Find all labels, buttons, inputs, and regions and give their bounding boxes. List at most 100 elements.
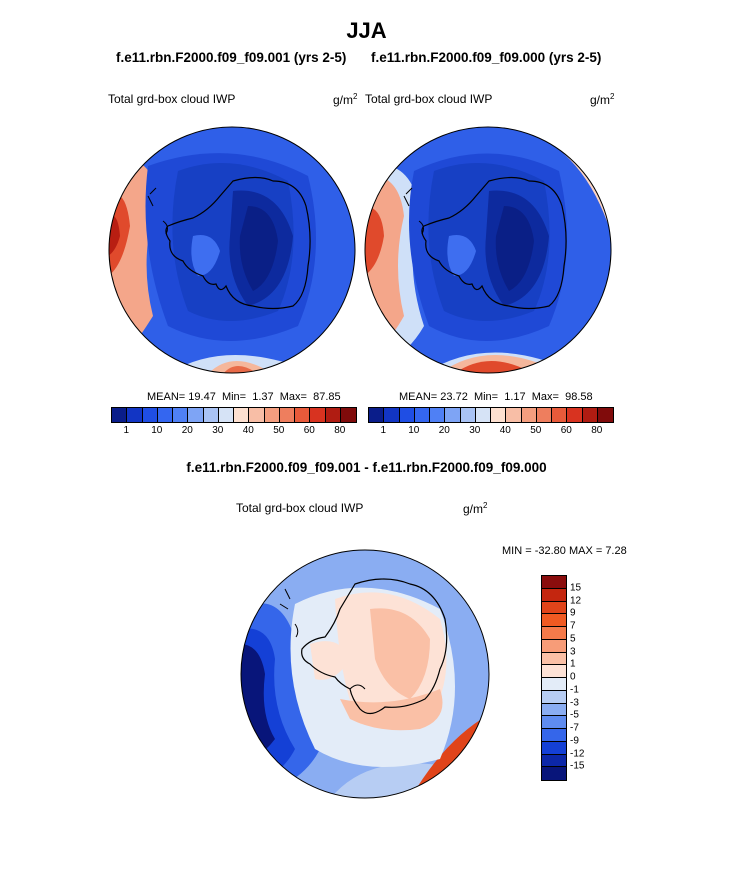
right-case-title: f.e11.rbn.F2000.f09_f09.000 (yrs 2-5) [371, 50, 602, 65]
right-colorbar-cell [536, 408, 552, 422]
left-colorbar-cell [188, 408, 204, 422]
right-colorbar-cell [460, 408, 476, 422]
right-colorbar-tick-label: 80 [591, 425, 603, 436]
diff-colorbar [541, 575, 567, 781]
right-polar-map [364, 126, 612, 374]
diff-colorbar-tick-label: 15 [570, 582, 582, 594]
diff-colorbar-tick-label: -3 [570, 697, 579, 708]
left-colorbar-tick-label: 10 [151, 425, 163, 436]
left-colorbar [111, 407, 357, 423]
diff-colorbar-cell [542, 576, 566, 589]
right-colorbar-cell [414, 408, 430, 422]
diff-colorbar-tick-label: -15 [570, 760, 585, 772]
diff-colorbar-cell [542, 601, 566, 615]
left-stats: MEAN= 19.47 Min= 1.37 Max= 87.85 [147, 391, 341, 403]
left-colorbar-tick-label: 40 [242, 425, 254, 436]
diff-colorbar-tick-label: -7 [570, 722, 579, 734]
diff-polar-map [240, 549, 490, 799]
right-colorbar-tick-label: 40 [499, 425, 511, 436]
left-colorbar-cell [203, 408, 219, 422]
diff-colorbar-cell [542, 741, 566, 755]
diff-colorbar-cell [542, 639, 566, 653]
figure-title: JJA [346, 18, 387, 43]
right-colorbar-cell [384, 408, 400, 422]
diff-units-label: g/m2 [463, 501, 488, 516]
left-colorbar-cell [218, 408, 234, 422]
left-colorbar-cell [142, 408, 158, 422]
left-colorbar-cell [173, 408, 189, 422]
right-colorbar-cell [445, 408, 461, 422]
diff-colorbar-cell [542, 690, 566, 704]
diff-colorbar-cell [542, 678, 566, 691]
right-variable-label: Total grd-box cloud IWP [365, 92, 493, 106]
right-stats: MEAN= 23.72 Min= 1.17 Max= 98.58 [399, 391, 593, 403]
diff-variable-label: Total grd-box cloud IWP [236, 501, 364, 515]
left-colorbar-tick-label: 60 [303, 425, 315, 436]
right-colorbar-cell [491, 408, 507, 422]
right-colorbar-cell [582, 408, 598, 422]
diff-colorbar-cell [542, 652, 566, 666]
diff-colorbar-cell [542, 588, 566, 602]
left-colorbar-cell [127, 408, 143, 422]
diff-colorbar-cell [542, 716, 566, 729]
right-colorbar-cell [399, 408, 415, 422]
left-polar-map [108, 126, 356, 374]
left-colorbar-tick-label: 30 [212, 425, 224, 436]
left-colorbar-cell [157, 408, 173, 422]
left-colorbar-cell [234, 408, 250, 422]
left-colorbar-tick-label: 20 [181, 425, 193, 436]
left-variable-label: Total grd-box cloud IWP [108, 92, 236, 106]
diff-colorbar-tick-label: 1 [570, 658, 576, 670]
left-colorbar-cell [264, 408, 280, 422]
right-colorbar [368, 407, 614, 423]
diff-colorbar-cell [542, 703, 566, 717]
right-colorbar-cell [506, 408, 522, 422]
diff-colorbar-tick-label: 12 [570, 595, 582, 606]
right-colorbar-cell [567, 408, 583, 422]
diff-colorbar-tick-label: 3 [570, 646, 576, 657]
right-colorbar-tick-label: 1 [380, 425, 387, 436]
diff-colorbar-cell [542, 665, 566, 678]
left-case-title: f.e11.rbn.F2000.f09_f09.001 (yrs 2-5) [116, 50, 347, 65]
right-colorbar-tick-label: 30 [469, 425, 481, 436]
diff-colorbar-labels: 15 12 9 7 5 3 1 0 -1 -3 -5 -7 -9 -12 -15 [541, 575, 601, 779]
diff-title: f.e11.rbn.F2000.f09_f09.001 - f.e11.rbn.… [186, 460, 547, 475]
right-colorbar-cell [430, 408, 446, 422]
right-colorbar-cell [552, 408, 568, 422]
right-colorbar-tick-label: 20 [438, 425, 450, 436]
left-colorbar-cell [310, 408, 326, 422]
diff-colorbar-cell [542, 729, 566, 742]
diff-colorbar-tick-label: 9 [570, 607, 576, 619]
left-colorbar-tick-label: 50 [273, 425, 285, 436]
diff-colorbar-tick-label: -5 [570, 709, 579, 721]
right-colorbar-tick-label: 50 [530, 425, 542, 436]
diff-colorbar-tick-label: 0 [570, 671, 576, 683]
right-units-label: g/m2 [590, 92, 615, 107]
left-colorbar-tick-label: 80 [334, 425, 346, 436]
diff-colorbar-tick-label: -1 [570, 684, 579, 696]
left-colorbar-cell [340, 408, 356, 422]
right-colorbar-tick-label: 10 [408, 425, 420, 436]
left-colorbar-cell [249, 408, 265, 422]
diff-colorbar-cell [542, 614, 566, 627]
right-colorbar-cell [369, 408, 385, 422]
right-colorbar-tick-label: 60 [560, 425, 572, 436]
left-colorbar-cell [112, 408, 128, 422]
left-colorbar-cell [279, 408, 295, 422]
diff-colorbar-tick-label: 7 [570, 620, 576, 632]
diff-minmax: MIN = -32.80 MAX = 7.28 [502, 545, 627, 557]
left-colorbar-cell [325, 408, 341, 422]
diff-colorbar-cell [542, 627, 566, 640]
diff-colorbar-tick-label: 5 [570, 633, 576, 645]
diff-colorbar-cell [542, 767, 566, 780]
diff-colorbar-tick-label: -12 [570, 748, 585, 759]
right-colorbar-cell [597, 408, 613, 422]
right-colorbar-cell [475, 408, 491, 422]
right-colorbar-cell [521, 408, 537, 422]
diff-colorbar-cell [542, 754, 566, 768]
left-units-label: g/m2 [333, 92, 358, 107]
left-colorbar-tick-label: 1 [123, 425, 130, 436]
right-colorbar-labels: 1 10 20 30 40 50 60 80 [368, 425, 612, 439]
left-colorbar-labels: 1 10 20 30 40 50 60 80 [111, 425, 355, 439]
diff-colorbar-tick-label: -9 [570, 735, 579, 747]
